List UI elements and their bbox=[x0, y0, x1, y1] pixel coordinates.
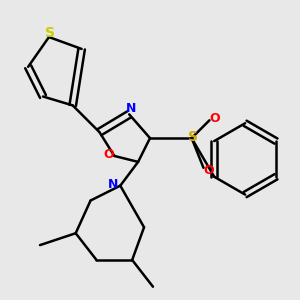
Text: N: N bbox=[125, 103, 136, 116]
Text: S: S bbox=[188, 130, 198, 144]
Text: S: S bbox=[45, 26, 56, 40]
Text: O: O bbox=[103, 148, 114, 161]
Text: O: O bbox=[209, 112, 220, 125]
Text: O: O bbox=[203, 164, 214, 177]
Text: N: N bbox=[108, 178, 118, 191]
